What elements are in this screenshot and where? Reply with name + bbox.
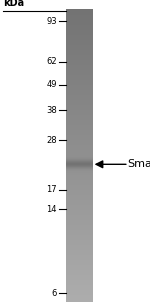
Text: 6: 6 [52,289,57,298]
Text: 28: 28 [46,136,57,145]
Text: 38: 38 [46,106,57,115]
Text: 93: 93 [46,17,57,26]
Text: 49: 49 [46,80,57,89]
Text: 62: 62 [46,57,57,66]
Text: 17: 17 [46,185,57,194]
Text: 14: 14 [46,205,57,214]
Text: kDa: kDa [3,0,24,8]
Text: Smac: Smac [128,159,150,169]
